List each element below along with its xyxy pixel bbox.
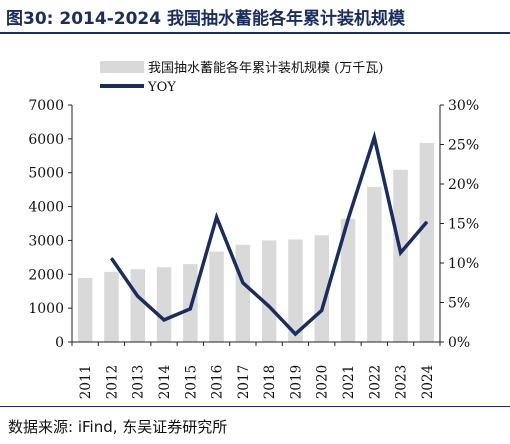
yoy-point-2021 xyxy=(347,219,349,220)
right-tick-label: 30% xyxy=(448,98,479,114)
footer-divider xyxy=(0,406,510,407)
left-tick-label: 0 xyxy=(55,335,64,351)
bar-2021 xyxy=(340,218,356,342)
left-tick-label: 3000 xyxy=(28,233,64,249)
x-tick-label-2020: 2020 xyxy=(315,365,331,399)
x-tick-label-2019: 2019 xyxy=(288,365,304,399)
bar-2023 xyxy=(393,169,408,342)
x-tick-label-2014: 2014 xyxy=(157,365,173,399)
yoy-point-2023 xyxy=(400,252,402,254)
title-divider xyxy=(0,32,510,34)
yoy-point-2024 xyxy=(426,221,428,223)
x-tick-label-2015: 2015 xyxy=(183,365,199,399)
x-tick-label-2024: 2024 xyxy=(420,365,436,399)
bar-2024 xyxy=(419,142,435,342)
x-tick-label-2022: 2022 xyxy=(367,365,383,399)
left-tick-label: 5000 xyxy=(28,166,64,182)
right-tick-label: 25% xyxy=(448,138,479,154)
left-tick-label: 2000 xyxy=(28,267,64,283)
bar-2018 xyxy=(261,240,277,342)
legend-label-line: YOY xyxy=(147,80,176,95)
left-tick-label: 7000 xyxy=(28,98,64,114)
yoy-point-2013 xyxy=(137,295,139,297)
yoy-point-2020 xyxy=(321,309,323,311)
legend-swatch-bar xyxy=(100,61,144,73)
right-tick-label: 15% xyxy=(448,217,479,233)
x-tick-label-2021: 2021 xyxy=(341,365,357,399)
right-tick-label: 5% xyxy=(448,296,470,312)
left-tick-label: 6000 xyxy=(28,132,64,148)
yoy-point-2019 xyxy=(294,333,296,335)
x-tick-label-2012: 2012 xyxy=(104,365,120,399)
yoy-point-2022 xyxy=(373,136,375,138)
left-tick-label: 1000 xyxy=(28,301,64,317)
bar-2013 xyxy=(130,269,145,342)
x-tick-label-2017: 2017 xyxy=(236,365,252,399)
source-note: 数据来源: iFind, 东吴证券研究所 xyxy=(8,418,228,436)
x-tick-label-2011: 2011 xyxy=(78,365,94,399)
x-tick-label-2018: 2018 xyxy=(262,365,278,399)
bar-2012 xyxy=(104,271,119,342)
bar-2014 xyxy=(156,267,172,342)
right-tick-label: 10% xyxy=(448,256,479,272)
legend-label-bar: 我国抽水蓄能各年累计装机规模 (万千瓦) xyxy=(148,60,383,76)
bar-2017 xyxy=(235,244,251,342)
x-tick-label-2016: 2016 xyxy=(210,365,226,399)
yoy-point-2016 xyxy=(216,216,218,218)
right-tick-label: 20% xyxy=(448,177,479,193)
yoy-point-2014 xyxy=(163,319,165,321)
bar-2022 xyxy=(367,186,382,342)
yoy-point-2012 xyxy=(110,257,112,259)
left-tick-label: 4000 xyxy=(28,200,64,216)
bar-2016 xyxy=(209,251,224,342)
yoy-point-2015 xyxy=(189,308,191,310)
yoy-point-2017 xyxy=(242,282,244,284)
combo-chart: 0 1000 2000 3000 4000 5000 6000 7000 0% 5% 10% 15% 2… xyxy=(28,60,479,399)
x-tick-label-2013: 2013 xyxy=(131,365,147,399)
right-tick-label: 0% xyxy=(448,335,470,351)
x-tick-label-2023: 2023 xyxy=(394,365,410,399)
yoy-point-2018 xyxy=(268,305,270,307)
bar-2019 xyxy=(288,239,303,342)
bar-2011 xyxy=(77,278,93,342)
chart-title: 图30: 2014-2024 我国抽水蓄能各年累计装机规模 xyxy=(6,9,405,29)
